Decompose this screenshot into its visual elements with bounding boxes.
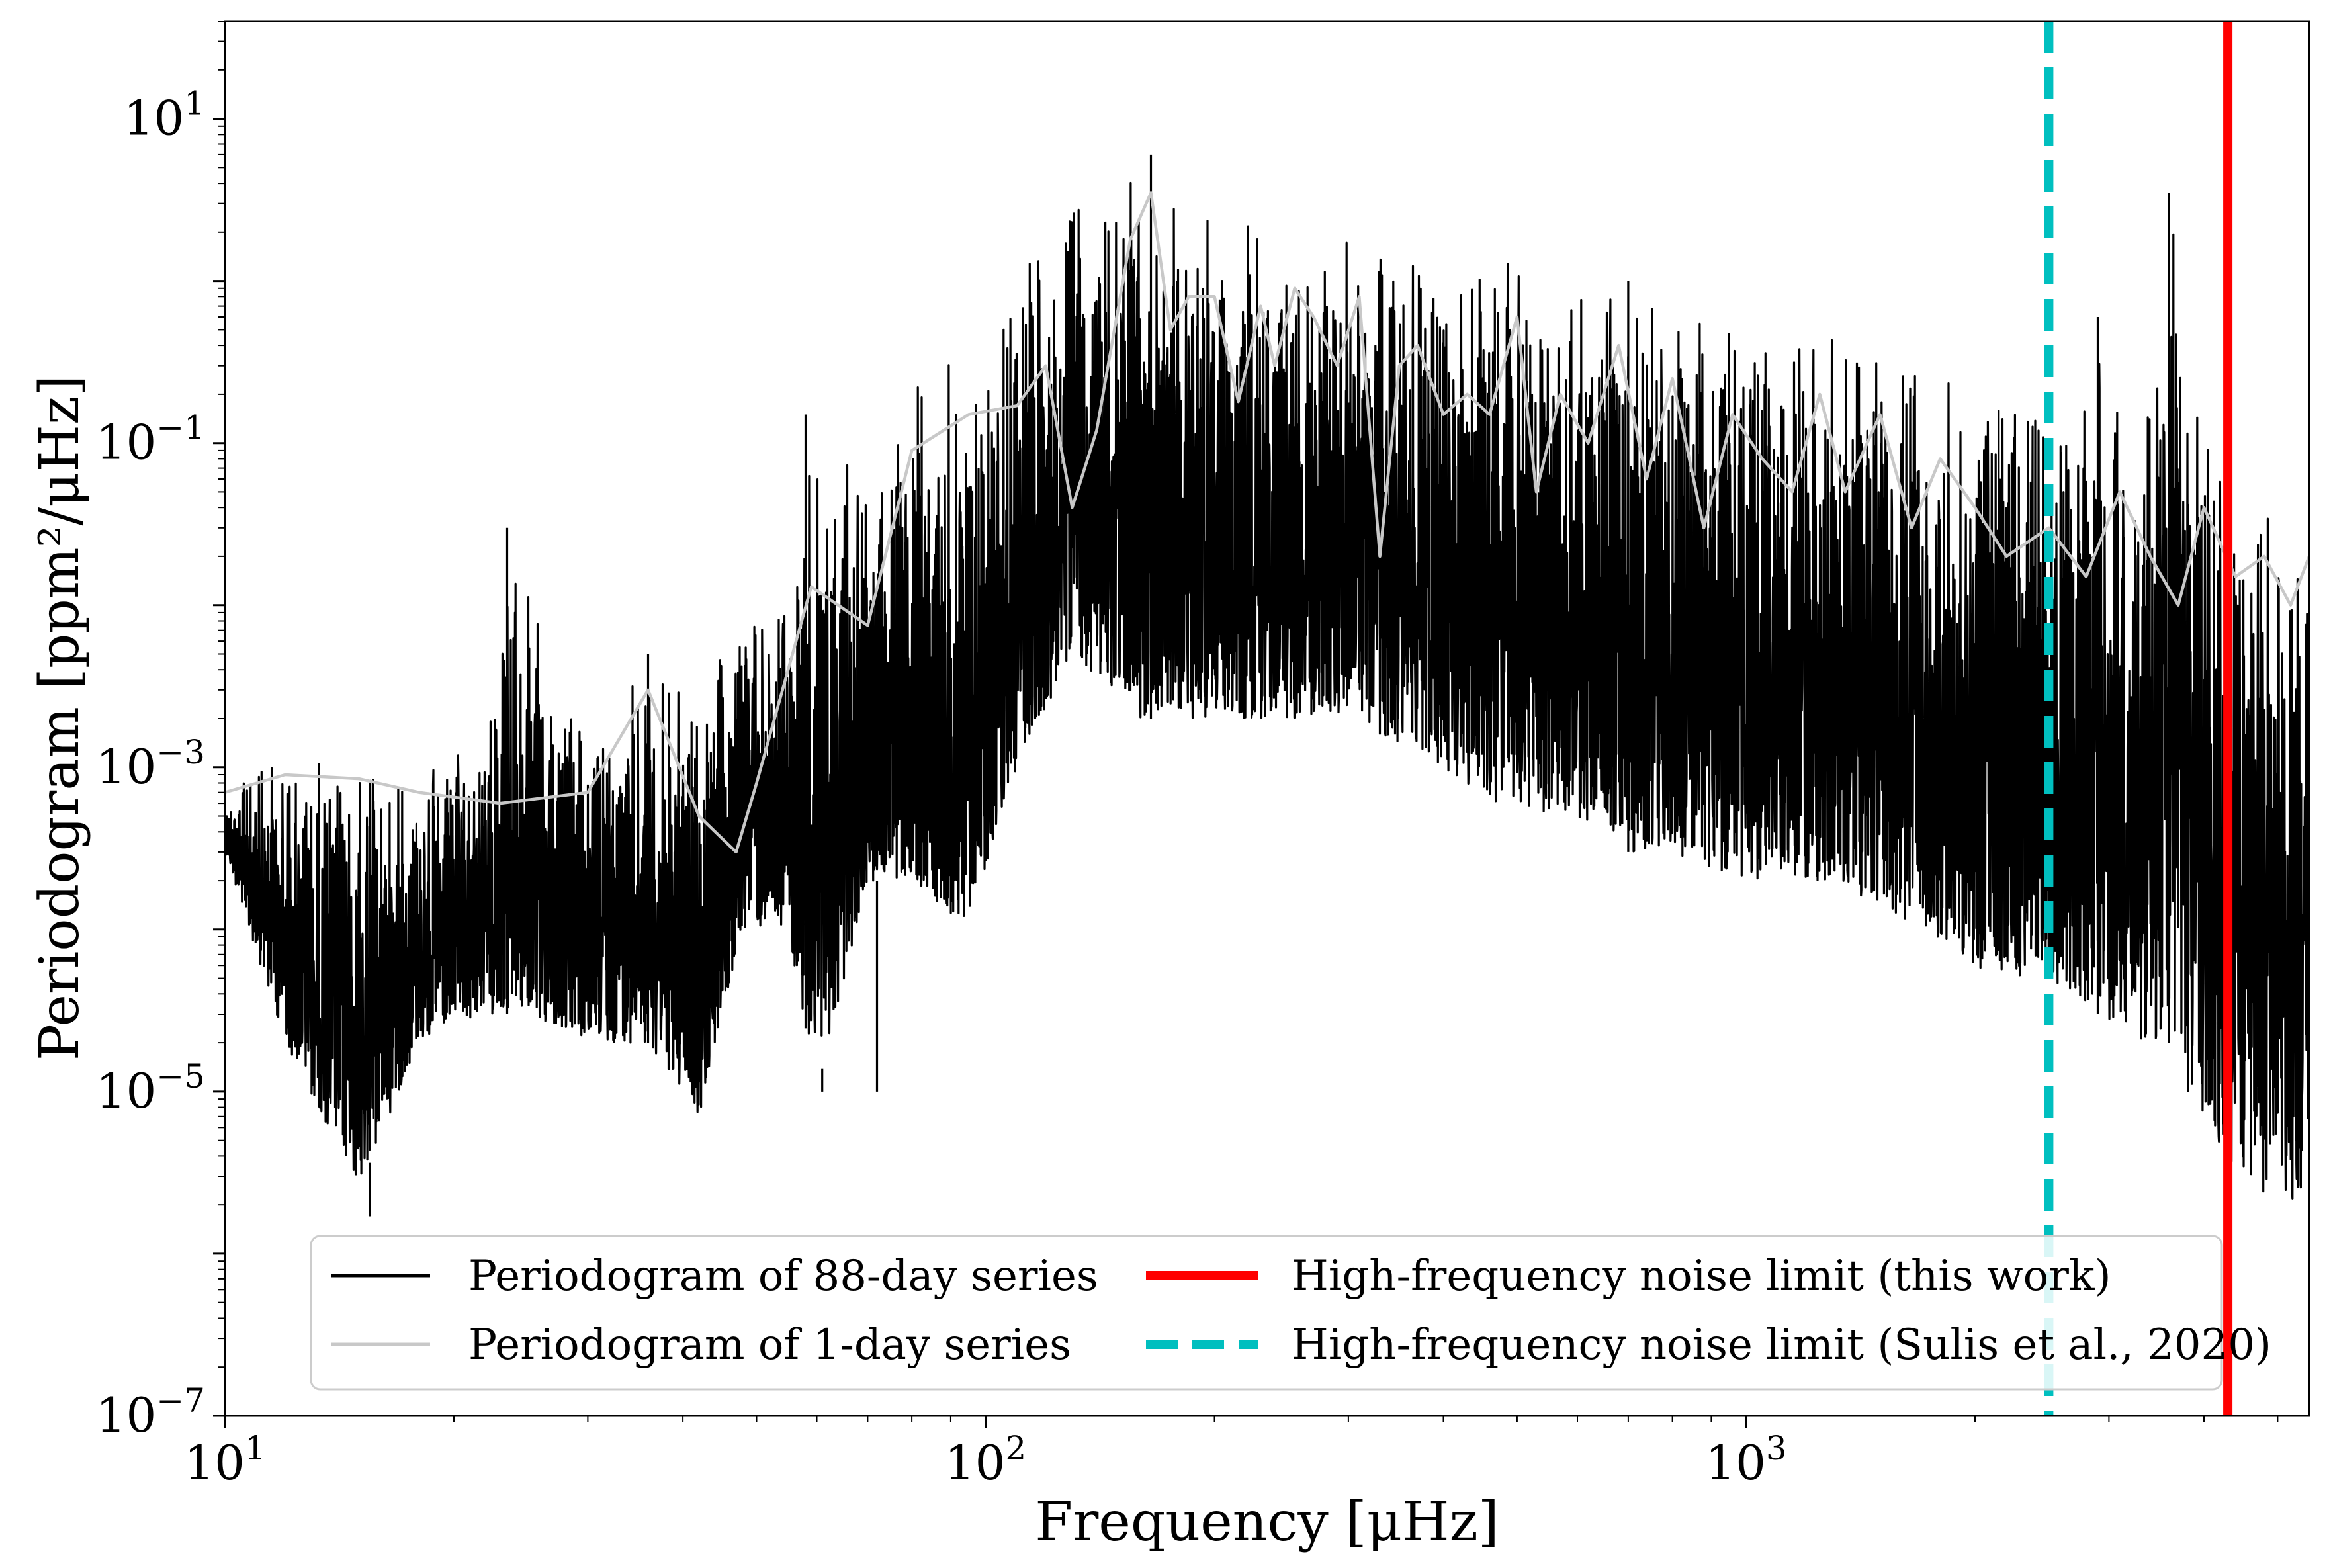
x-axis-label: Frequency [μHz] [1035, 1491, 1499, 1553]
y-tick-label: 10−3 [96, 733, 205, 795]
legend-label-88day: Periodogram of 88-day series [468, 1252, 1098, 1301]
y-tick-label: 10−1 [96, 409, 205, 470]
y-tick-label: 10−7 [96, 1381, 205, 1443]
legend-label-this-work: High-frequency noise limit (this work) [1292, 1252, 2111, 1301]
series-88-day-line [225, 181, 2309, 1200]
x-tick-label: 103 [1705, 1429, 1786, 1491]
x-tick-label: 101 [184, 1429, 265, 1491]
legend-label-1day: Periodogram of 1-day series [468, 1321, 1071, 1370]
legend-label-sulis: High-frequency noise limit (Sulis et al.… [1292, 1321, 2271, 1370]
axis-ticks: 101 102 103 101 10−1 10−3 10−5 10−7 [96, 21, 2279, 1491]
legend: Periodogram of 88-day series Periodogram… [310, 1235, 2271, 1391]
series-1-day-line [225, 191, 2309, 854]
plot-area [225, 154, 2309, 1217]
legend-box [310, 1235, 2223, 1391]
y-tick-label: 101 [124, 85, 205, 146]
y-tick-label: 10−5 [96, 1057, 205, 1119]
reference-lines [2044, 21, 2233, 1416]
y-axis-label: Periodogram [ppm²/μHz] [28, 375, 91, 1061]
x-tick-label: 102 [945, 1429, 1026, 1491]
